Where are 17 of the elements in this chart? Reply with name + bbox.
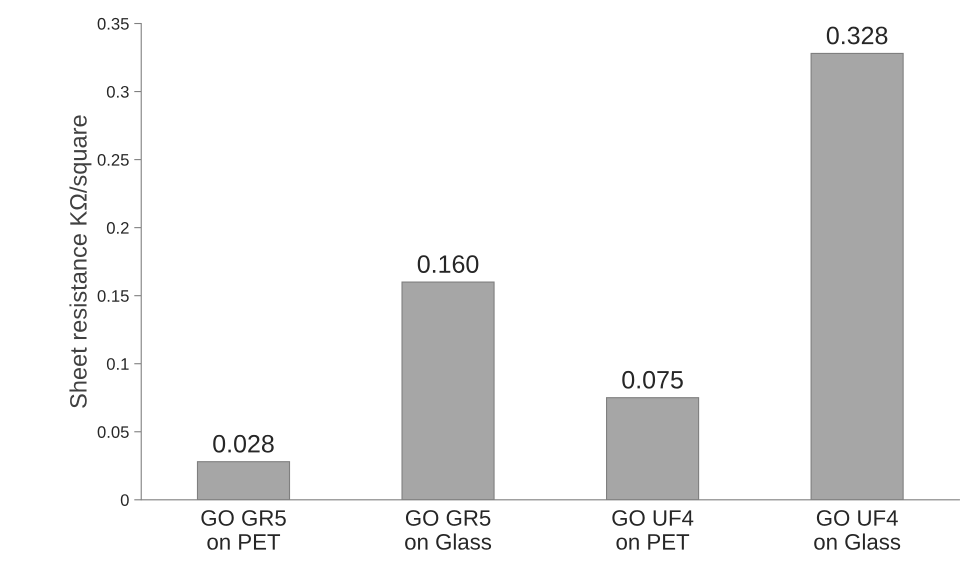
y-tick-label: 0.35 [98,18,129,30]
y-axis-title: Sheet resistance KΩ/square [69,115,92,408]
y-tick-label: 0.15 [98,290,129,302]
data-label: 0.075 [622,370,683,389]
data-label: 0.328 [826,26,888,44]
data-label: 0.160 [418,255,478,273]
y-tick-label: 0 [120,494,129,506]
y-tick-label: 0.05 [98,426,129,438]
x-tick-label: GO UF4 on Glass [814,510,900,550]
data-label: 0.028 [213,434,274,453]
y-tick-label: 0.25 [98,154,129,166]
y-tick-label: 0.1 [106,358,129,370]
x-tick-label: GO UF4 on PET [612,510,694,550]
y-tick-label: 0.2 [106,222,129,234]
y-tick-label: 0.3 [106,86,129,98]
x-tick-label: GO GR5 on PET [201,510,286,550]
x-tick-label: GO GR5 on Glass [405,510,492,550]
